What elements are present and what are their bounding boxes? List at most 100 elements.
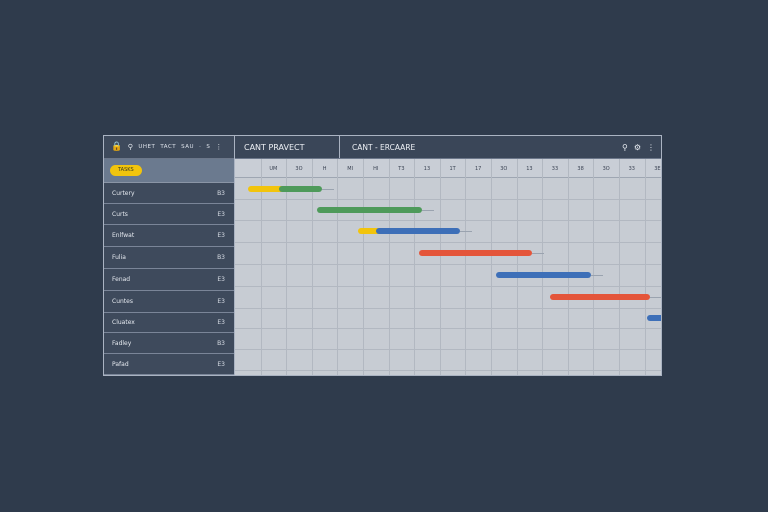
dependency-link xyxy=(531,253,544,254)
date-label: 33 xyxy=(628,165,635,172)
grid-column-line xyxy=(491,159,492,375)
task-code: B3 xyxy=(217,189,225,197)
header-icons: ⚲ ⚙ ⋮ xyxy=(622,143,661,152)
date-label xyxy=(235,159,261,178)
grid-column-line xyxy=(260,159,262,375)
grid-row-line xyxy=(235,370,661,371)
task-code: E3 xyxy=(217,360,225,368)
menu-item-1[interactable]: UHET xyxy=(138,144,156,150)
task-bar[interactable] xyxy=(549,294,650,300)
dependency-link xyxy=(590,275,603,276)
lock-icon[interactable]: 🔒 xyxy=(111,142,123,152)
date-label: 17 xyxy=(475,165,482,172)
search-icon[interactable]: ⚲ xyxy=(127,143,134,151)
filter-bar: TASKS xyxy=(104,159,234,183)
date-label: 3E xyxy=(654,165,661,172)
dependency-link xyxy=(460,231,473,232)
date-label: 3O xyxy=(500,165,508,172)
grid-column-line xyxy=(388,159,390,375)
grid-row-line xyxy=(235,199,661,200)
task-name: Fadley xyxy=(112,339,132,347)
task-row[interactable]: Pafad E3 xyxy=(104,354,234,375)
dependency-link xyxy=(421,209,434,211)
menu-item-4[interactable]: · xyxy=(199,144,202,150)
more-vertical-icon[interactable]: ⋮ xyxy=(215,143,223,151)
date-label: 3O xyxy=(295,165,303,172)
date-label: HI xyxy=(373,165,379,172)
grid-column-line xyxy=(286,159,288,375)
menu-item-5[interactable]: S xyxy=(206,144,211,150)
grid-column-line xyxy=(516,159,518,375)
date-label: 33 xyxy=(551,165,559,172)
task-bar[interactable] xyxy=(647,315,661,321)
task-bar[interactable] xyxy=(316,206,422,213)
task-bar[interactable] xyxy=(496,272,591,278)
grid-column-line xyxy=(465,159,467,375)
task-bar[interactable] xyxy=(278,185,323,192)
grid-column-line xyxy=(363,159,364,375)
date-label: 1T xyxy=(449,165,456,172)
task-name: Pafad xyxy=(112,360,129,368)
sidebar-toolbar: 🔒 ⚲ UHET TACT SAU · S ⋮ xyxy=(104,136,234,159)
task-code: E3 xyxy=(217,298,225,305)
settings-icon[interactable]: ⚙ xyxy=(633,142,641,152)
grid-column-line xyxy=(311,159,313,375)
task-row[interactable]: Fulia B3 xyxy=(104,247,234,269)
view-title: CANT - ERCAARE xyxy=(352,142,416,152)
grid-row-line xyxy=(235,220,661,221)
task-list: Curtery B3 Curts E3 Enlfwat E3 Fulia B3 Fenad E3 C… xyxy=(104,183,234,375)
task-name: Fulia xyxy=(112,254,126,261)
grid-column-line xyxy=(619,159,620,375)
grid-column-line xyxy=(593,159,595,375)
tasks-filter-pill[interactable]: TASKS xyxy=(110,165,142,176)
grid-row-line xyxy=(235,308,661,309)
more-vertical-icon[interactable]: ⋮ xyxy=(647,142,655,152)
date-label: T3 xyxy=(398,165,405,172)
task-code: B3 xyxy=(217,254,225,261)
chart-header: CANT PRAVECT CANT - ERCAARE ⚲ ⚙ ⋮ xyxy=(235,136,661,159)
task-name: Curts xyxy=(112,210,128,218)
grid-row-line xyxy=(235,242,661,243)
grid-column-line xyxy=(542,159,544,375)
task-sidebar: 🔒 ⚲ UHET TACT SAU · S ⋮ TASKS Curtery B3 C… xyxy=(104,136,235,375)
task-bar[interactable] xyxy=(375,228,461,234)
task-name: Fenad xyxy=(112,276,131,283)
search-icon[interactable]: ⚲ xyxy=(621,142,628,152)
task-code: E3 xyxy=(217,210,225,218)
date-header-row: UM 3O H MI HI T3 13 1T 17 3O 13 33 38 3O 33 3E xyxy=(235,159,661,178)
dependency-link xyxy=(322,188,335,190)
task-code: E3 xyxy=(217,276,225,283)
task-name: Cuntes xyxy=(112,298,133,305)
project-title: CANT PRAVECT xyxy=(235,136,340,158)
grid-row-line xyxy=(235,286,661,287)
menu-item-2[interactable]: TACT xyxy=(160,144,177,150)
task-row[interactable]: Cuntes E3 xyxy=(104,291,234,313)
task-row[interactable]: Curts E3 xyxy=(104,204,234,225)
task-code: E3 xyxy=(217,319,225,326)
grid-row-line xyxy=(235,328,661,329)
menu-item-3[interactable]: SAU xyxy=(181,144,195,150)
task-row[interactable]: Curtery B3 xyxy=(104,183,234,204)
date-label: UM xyxy=(269,165,278,172)
grid-column-line xyxy=(644,159,646,375)
date-label: 13 xyxy=(423,165,431,172)
task-row[interactable]: Fadley B3 xyxy=(104,333,234,354)
grid-row-line xyxy=(235,264,661,265)
task-name: Cluatex xyxy=(112,319,135,326)
grid-column-line xyxy=(567,159,569,375)
task-bar[interactable] xyxy=(357,228,387,234)
task-bar[interactable] xyxy=(419,250,532,256)
grid-row-line xyxy=(235,349,661,350)
gantt-chart: UM 3O H MI HI T3 13 1T 17 3O 13 33 38 3O 33 3E xyxy=(235,159,661,375)
date-label: MI xyxy=(347,165,354,172)
task-code: E3 xyxy=(217,232,225,239)
task-row[interactable]: Cluatex E3 xyxy=(104,313,234,333)
task-name: Enlfwat xyxy=(112,232,135,239)
gantt-window: 🔒 ⚲ UHET TACT SAU · S ⋮ TASKS Curtery B3 C… xyxy=(103,135,662,376)
task-bar[interactable] xyxy=(247,185,284,192)
date-label: 3O xyxy=(602,165,610,172)
task-name: Curtery xyxy=(112,189,135,197)
task-row[interactable]: Enlfwat E3 xyxy=(104,225,234,247)
date-label: 38 xyxy=(577,165,584,172)
task-row[interactable]: Fenad E3 xyxy=(104,269,234,291)
